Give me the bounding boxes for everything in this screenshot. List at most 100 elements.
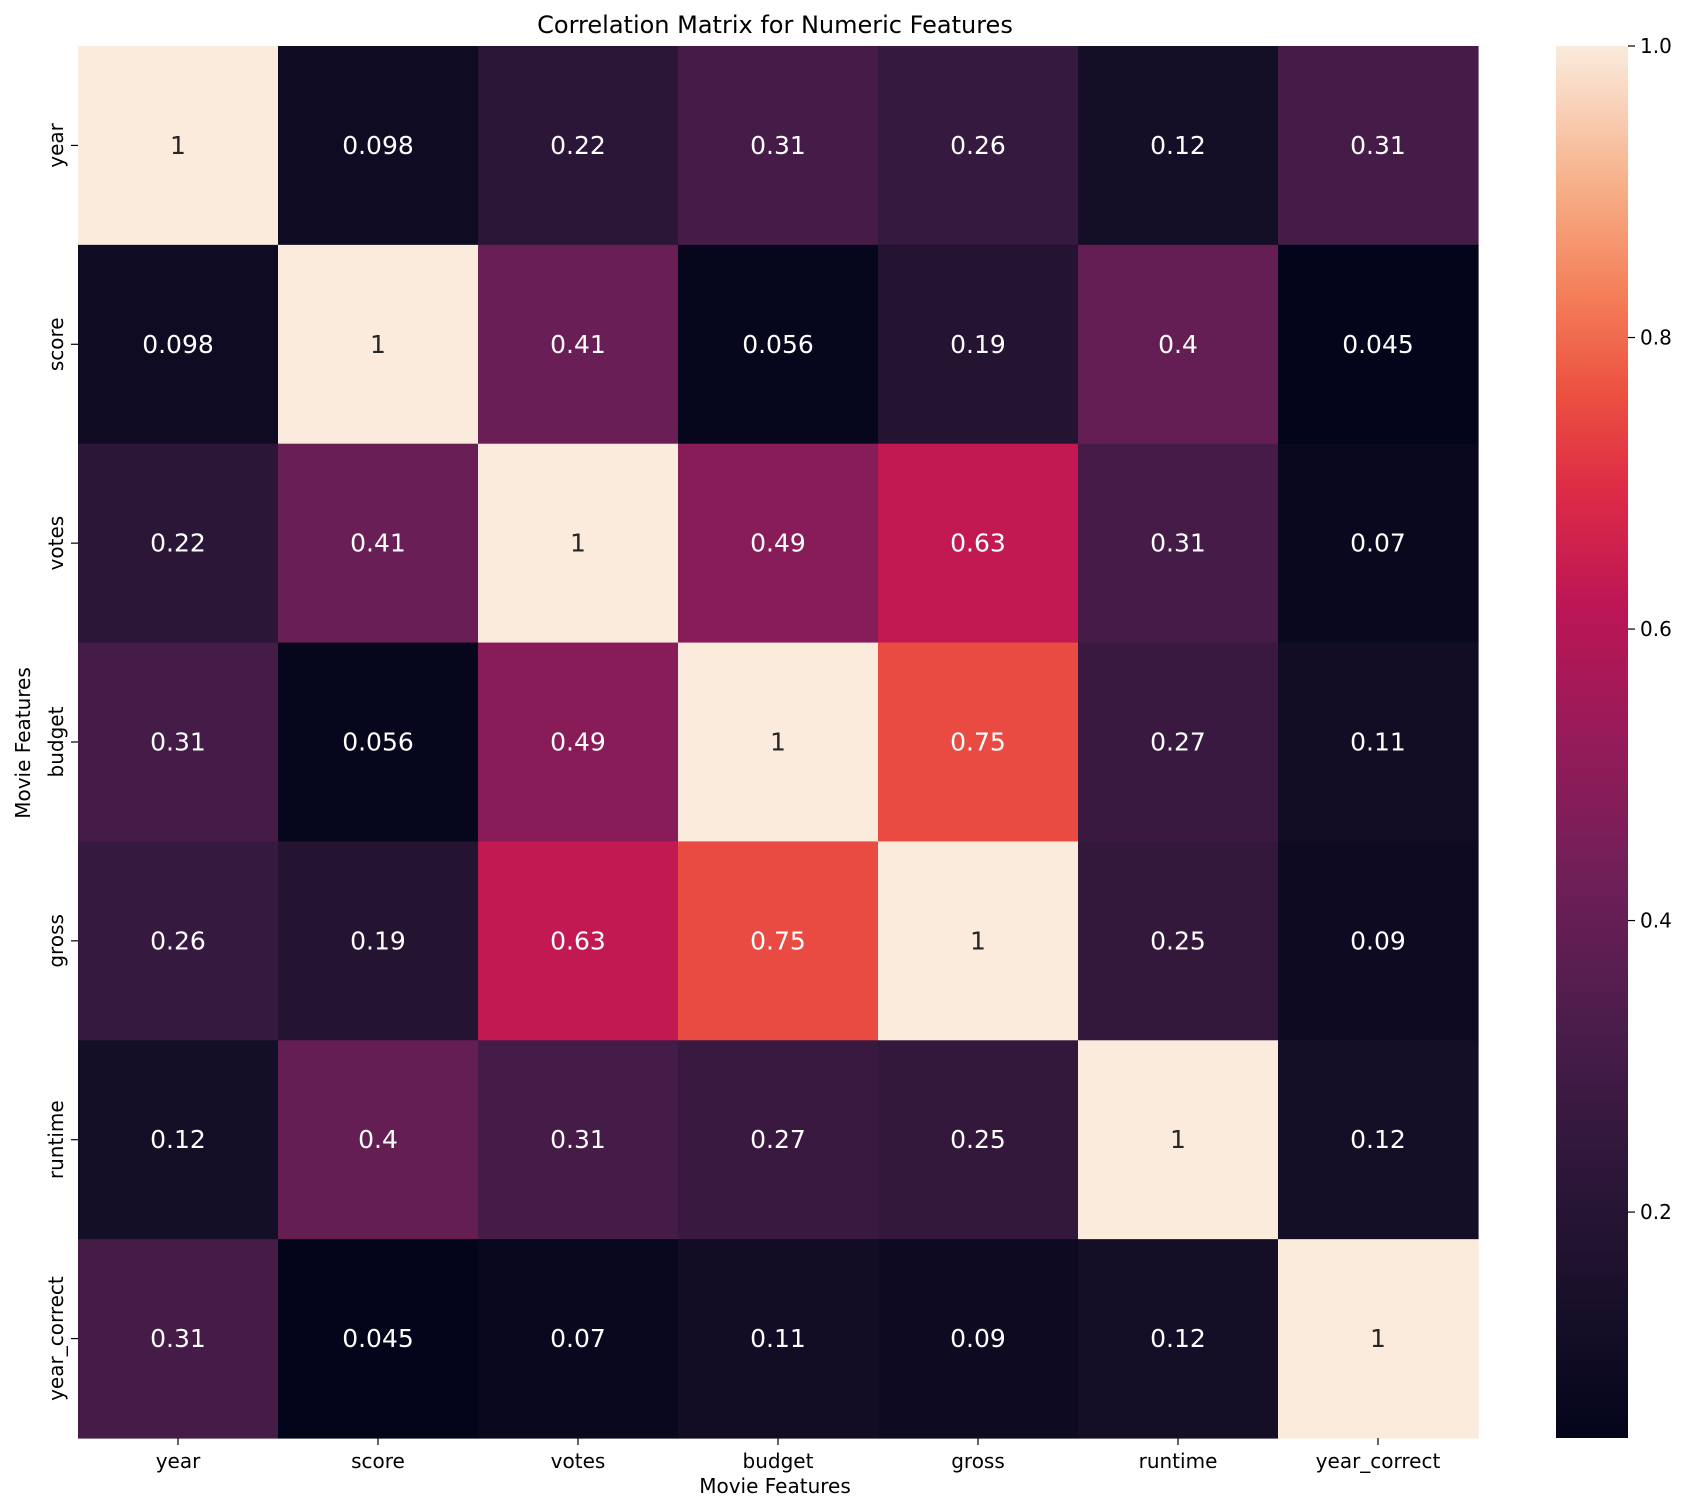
cell-annotation: 0.056: [342, 728, 414, 757]
cell-annotation: 1: [970, 926, 986, 955]
x-tick-label: score: [351, 1449, 405, 1473]
cell-annotation: 0.19: [350, 926, 406, 955]
x-tick-label: year_correct: [1316, 1449, 1441, 1473]
heatmap-cell-score-gross: [878, 244, 1079, 445]
colorbar-tick-label: 0.4: [1640, 909, 1672, 933]
colorbar-tick-label: 0.6: [1640, 617, 1672, 641]
cell-annotation: 1: [770, 728, 786, 757]
heatmap-cell-budget-score: [278, 642, 479, 843]
heatmap-cell-score-year: [78, 244, 279, 445]
cell-annotation: 0.27: [1150, 728, 1206, 757]
heatmap-cell-gross-budget: [678, 841, 879, 1041]
cell-annotation: 0.045: [1342, 330, 1414, 359]
y-tick-label: year: [44, 122, 68, 167]
cell-annotation: 0.12: [1150, 1324, 1206, 1353]
heatmap-cell-budget-budget: [678, 642, 879, 843]
cell-annotation: 0.26: [950, 131, 1006, 160]
heatmap-cell-votes-runtime: [1078, 443, 1279, 644]
heatmap-cells: [78, 46, 1479, 1439]
cell-annotation: 0.49: [750, 529, 806, 558]
cell-annotation: 0.4: [358, 1125, 398, 1154]
heatmap-cell-votes-score: [278, 443, 479, 644]
heatmap-cell-budget-year_correct: [1278, 642, 1479, 843]
heatmap-cell-score-runtime: [1078, 244, 1279, 445]
heatmap-cell-year-votes: [478, 46, 679, 246]
heatmap-cell-budget-runtime: [1078, 642, 1279, 843]
heatmap-cell-year-year_correct: [1278, 46, 1479, 246]
heatmap-cell-year_correct-budget: [678, 1239, 879, 1439]
heatmap-cell-runtime-budget: [678, 1040, 879, 1240]
heatmap-cell-gross-gross: [878, 841, 1079, 1041]
x-axis-ticks: year score votes budget gross runtime year_cor…: [156, 1438, 1441, 1473]
heatmap-cell-runtime-year_correct: [1278, 1040, 1479, 1240]
cell-annotation: 0.09: [950, 1324, 1006, 1353]
heatmap-cell-gross-year_correct: [1278, 841, 1479, 1041]
x-tick-label: budget: [743, 1449, 814, 1473]
heatmap-cell-year-score: [278, 46, 479, 246]
heatmap-cell-year-gross: [878, 46, 1079, 246]
colorbar-tick-label: 0.2: [1640, 1200, 1672, 1224]
heatmap-cell-gross-runtime: [1078, 841, 1279, 1041]
heatmap-cell-year_correct-score: [278, 1239, 479, 1439]
heatmap-cell-votes-budget: [678, 443, 879, 644]
heatmap-cell-runtime-year: [78, 1040, 279, 1240]
x-tick-label: gross: [951, 1449, 1005, 1473]
cell-annotation: 0.31: [750, 131, 806, 160]
colorbar-tick-label: 1.0: [1640, 34, 1672, 58]
y-tick-label: gross: [44, 914, 68, 968]
cell-annotation: 0.098: [342, 131, 414, 160]
heatmap-cell-year_correct-runtime: [1078, 1239, 1279, 1439]
heatmap-cell-year_correct-gross: [878, 1239, 1079, 1439]
heatmap-cell-year-runtime: [1078, 46, 1279, 246]
heatmap-cell-score-votes: [478, 244, 679, 445]
cell-annotation: 0.31: [150, 1324, 206, 1353]
cell-annotation: 0.31: [1350, 131, 1406, 160]
y-tick-label: votes: [44, 516, 68, 571]
colorbar: 0.2 0.4 0.6 0.8 1.0: [1556, 34, 1672, 1438]
cell-annotation: 0.07: [550, 1324, 606, 1353]
cell-annotation: 0.07: [1350, 529, 1406, 558]
heatmap-cell-votes-year_correct: [1278, 443, 1479, 644]
cell-annotation: 0.41: [350, 529, 406, 558]
x-tick-label: runtime: [1139, 1449, 1218, 1473]
cell-annotation: 0.63: [550, 926, 606, 955]
heatmap-cell-votes-votes: [478, 443, 679, 644]
cell-annotation: 0.31: [550, 1125, 606, 1154]
colorbar-gradient: [1556, 46, 1628, 1438]
heatmap-cell-score-score: [278, 244, 479, 445]
cell-annotation: 0.75: [750, 926, 806, 955]
chart-title: Correlation Matrix for Numeric Features: [537, 11, 1013, 39]
cell-annotation: 0.49: [550, 728, 606, 757]
cell-annotation: 0.22: [150, 529, 206, 558]
cell-annotation: 0.27: [750, 1125, 806, 1154]
cell-annotation: 0.4: [1158, 330, 1198, 359]
heatmap-cell-score-year_correct: [1278, 244, 1479, 445]
heatmap-cell-year-year: [78, 46, 279, 246]
heatmap-cell-year_correct-votes: [478, 1239, 679, 1439]
heatmap-annotations: 1 0.098 0.22 0.31 0.26 0.12 0.310.098 1 0.41 0.05…: [142, 131, 1414, 1353]
heatmap-cell-gross-score: [278, 841, 479, 1041]
y-axis-ticks: year score votes budget gross runtime year_cor…: [44, 122, 78, 1401]
cell-annotation: 0.31: [150, 728, 206, 757]
heatmap-cell-votes-year: [78, 443, 279, 644]
cell-annotation: 1: [1170, 1125, 1186, 1154]
heatmap-cell-budget-year: [78, 642, 279, 843]
y-tick-label: score: [44, 317, 68, 371]
cell-annotation: 0.63: [950, 529, 1006, 558]
heatmap-cell-budget-votes: [478, 642, 679, 843]
heatmap-cell-year-budget: [678, 46, 879, 246]
cell-annotation: 1: [370, 330, 386, 359]
y-tick-label: year_correct: [44, 1276, 68, 1401]
cell-annotation: 0.26: [150, 926, 206, 955]
heatmap-cell-runtime-score: [278, 1040, 479, 1240]
heatmap-cell-score-budget: [678, 244, 879, 445]
colorbar-tick-label: 0.8: [1640, 326, 1672, 350]
y-tick-label: budget: [44, 706, 68, 777]
cell-annotation: 0.11: [1350, 728, 1406, 757]
cell-annotation: 0.056: [742, 330, 814, 359]
cell-annotation: 0.045: [342, 1324, 414, 1353]
heatmap-cell-budget-gross: [878, 642, 1079, 843]
cell-annotation: 1: [170, 131, 186, 160]
